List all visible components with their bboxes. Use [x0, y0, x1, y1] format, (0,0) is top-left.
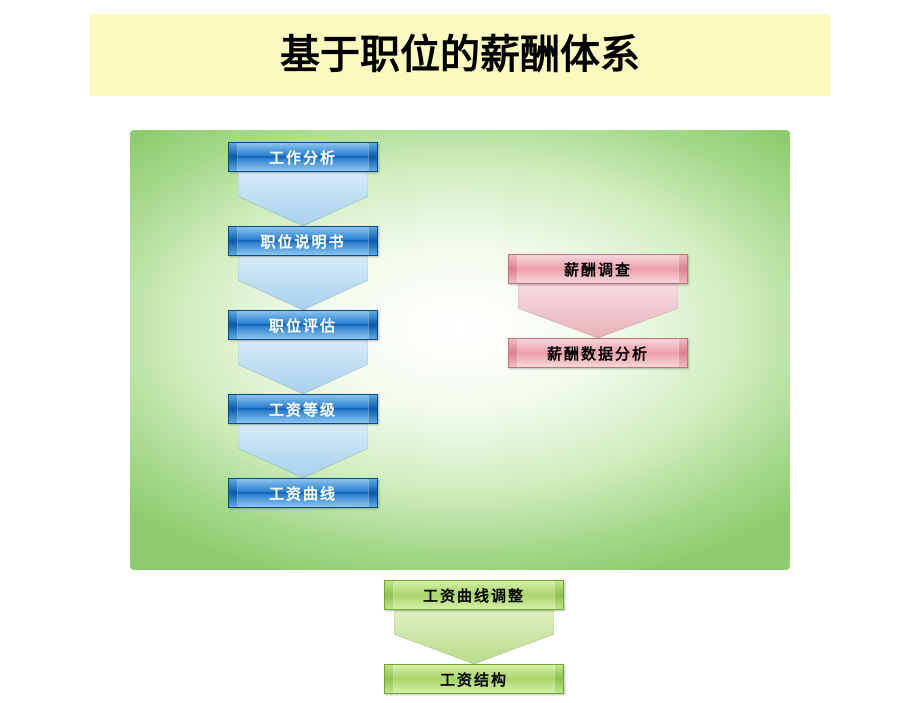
- node-label: 工资等级: [269, 399, 337, 420]
- node-label: 工资曲线: [269, 483, 337, 504]
- node-g2: 工资结构: [384, 664, 564, 694]
- node-label: 薪酬调查: [564, 259, 632, 280]
- node-n4: 工资等级: [228, 394, 378, 424]
- node-label: 工资曲线调整: [423, 585, 525, 606]
- title-text: 基于职位的薪酬体系: [280, 32, 640, 77]
- node-p1: 薪酬调查: [508, 254, 688, 284]
- node-label: 工资结构: [440, 669, 508, 690]
- arrow-n4-n5: [238, 424, 368, 478]
- node-label: 职位评估: [269, 315, 337, 336]
- node-n1: 工作分析: [228, 142, 378, 172]
- arrow-n2-n3: [238, 256, 368, 310]
- node-label: 职位说明书: [260, 231, 345, 252]
- node-label: 工作分析: [269, 147, 337, 168]
- node-label: 薪酬数据分析: [547, 343, 649, 364]
- node-p2: 薪酬数据分析: [508, 338, 688, 368]
- arrow-n3-n4: [238, 340, 368, 394]
- title-banner: 基于职位的薪酬体系: [90, 14, 830, 96]
- arrow-n1-n2: [238, 172, 368, 226]
- node-g1: 工资曲线调整: [384, 580, 564, 610]
- node-n3: 职位评估: [228, 310, 378, 340]
- node-n5: 工资曲线: [228, 478, 378, 508]
- arrow-p1-p2: [518, 284, 678, 338]
- node-n2: 职位说明书: [228, 226, 378, 256]
- arrow-g1-g2: [394, 610, 554, 664]
